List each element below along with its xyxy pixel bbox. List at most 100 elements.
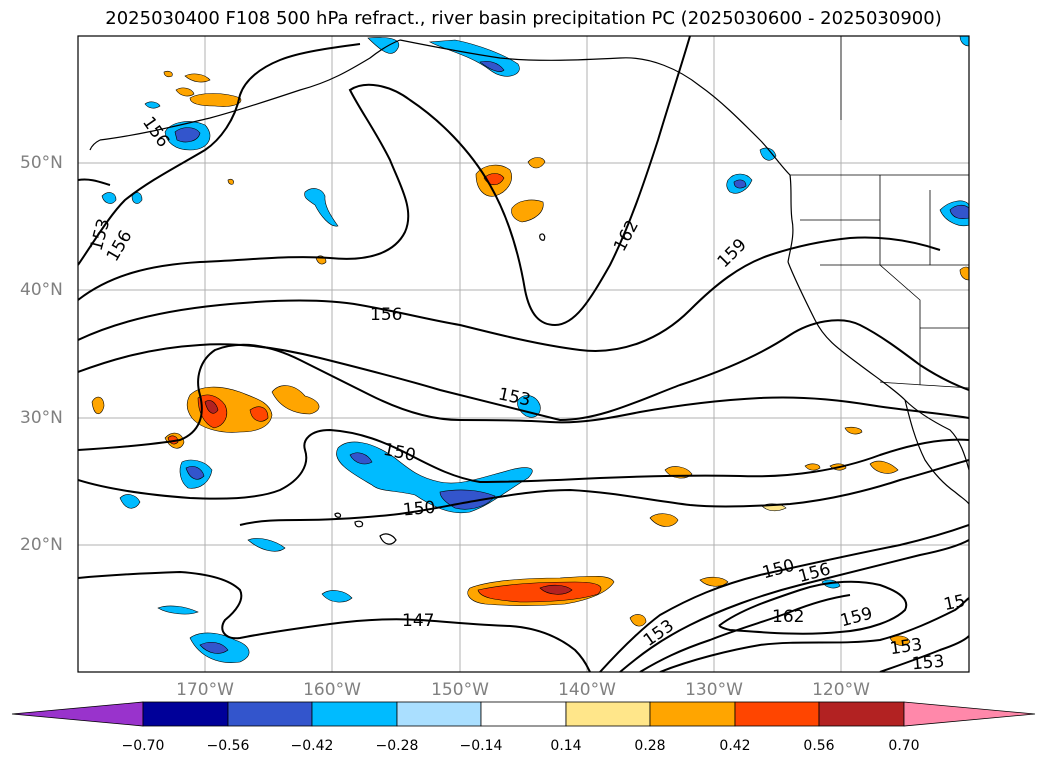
coast-baja [904,399,969,505]
hawaii-1 [379,533,397,545]
coast-bc [787,174,794,263]
lon-label: 170°W [176,680,234,700]
contour-line [78,36,691,327]
blob-neg-core [199,641,229,654]
map-frame [77,35,970,673]
contour-label: 150 [402,498,436,521]
blob-neg-core [949,204,969,220]
shaded-field [91,36,969,663]
blob-pos [649,513,679,527]
colorbar-extend-high [903,701,1036,727]
contour-line [78,343,969,451]
contour-line [78,43,361,266]
blob-pos [91,396,105,415]
blob-pos [163,70,173,78]
lon-label: 150°W [431,680,489,700]
hawaii-3 [334,512,342,518]
lon-label: 130°W [685,680,743,700]
contour-label: 156 [370,305,402,325]
blob-pos-core [477,581,602,603]
contour-line [599,524,969,672]
colorbar-tick-label: 0.14 [550,738,582,754]
colorbar-tick-label: 0.42 [719,738,751,754]
lat-label: 50°N [20,153,63,173]
blob-neg [247,538,286,552]
blob-pos [227,178,234,185]
blob-neg [144,101,161,109]
blob-pos [869,460,899,474]
lon-label: 120°W [812,680,870,700]
blob-neg [959,36,969,47]
blob-pos [511,199,544,223]
colorbar-bin [142,701,229,727]
contour-line [78,236,941,352]
blob-pos [189,93,242,107]
blob-neg [157,605,199,615]
blob-pos-core [249,406,269,422]
contour-line [879,635,969,672]
blob-pos [844,426,863,435]
blob-pos [804,463,821,471]
blob-neg [321,590,353,603]
colorbar-tick-label: 0.28 [634,738,666,754]
colorbar-bin [480,701,567,727]
border-us-mexico [879,381,969,389]
blob-pos [699,576,729,587]
colorbar-tick-label: −0.70 [121,738,165,754]
colorbar-tick-label: −0.42 [290,738,334,754]
blob-neg-core [185,466,205,480]
hawaii-2 [354,520,364,528]
contour-line [78,570,591,672]
blob-pos [527,157,546,169]
contour-label: 162 [772,607,804,627]
blob-pos-core2 [204,400,219,414]
contour-line [78,178,111,186]
map-title: 2025030400 F108 500 hPa refract., river … [105,8,942,29]
state-line-3 [820,264,921,385]
blob-neg [367,37,400,54]
blob-pos [629,614,647,627]
contour-label: 153 [911,652,945,675]
blob-pos [889,635,911,646]
contour-line [718,580,908,635]
contour-line [78,428,969,500]
blob-pos [959,266,969,281]
lon-label: 140°W [558,680,616,700]
colorbar-tick-label: −0.28 [375,738,419,754]
aleutian-1 [539,233,546,241]
colorbar-bin [565,701,651,727]
islands-west [89,139,101,151]
blob-neg-core [174,127,201,143]
map-area [78,36,969,672]
colorbar-bin [227,701,313,727]
colorbar-bin [396,701,482,727]
blob-neg [759,147,777,161]
coast-alaska-south [399,39,791,176]
contour-line [659,597,969,672]
coastlines [89,39,969,545]
colorbar-tick-label: 0.70 [888,738,920,754]
coast-us-west [787,261,969,471]
lat-label: 30°N [20,408,63,428]
contour-line [639,594,851,672]
blob-neg [304,188,339,227]
blob-neg [101,192,117,204]
contour-line [619,539,969,672]
colorbar-tick-label: −0.56 [206,738,250,754]
blob-neg-core [479,60,505,72]
contour-label: 15 [942,591,967,615]
contour-line [239,459,969,526]
height-contours [78,36,969,672]
colorbar-bin [734,701,820,727]
blob-neg-core [349,452,373,465]
lat-label: 40°N [20,280,63,300]
blob-pos-core2 [539,584,573,595]
blob-neg [119,494,141,509]
coast-alaska [99,39,401,141]
boundaries [790,36,969,389]
colorbar-tick-label: −0.14 [459,738,503,754]
lat-label: 20°N [20,535,63,555]
graticule [78,36,969,672]
contour-label: 153 [889,635,924,659]
